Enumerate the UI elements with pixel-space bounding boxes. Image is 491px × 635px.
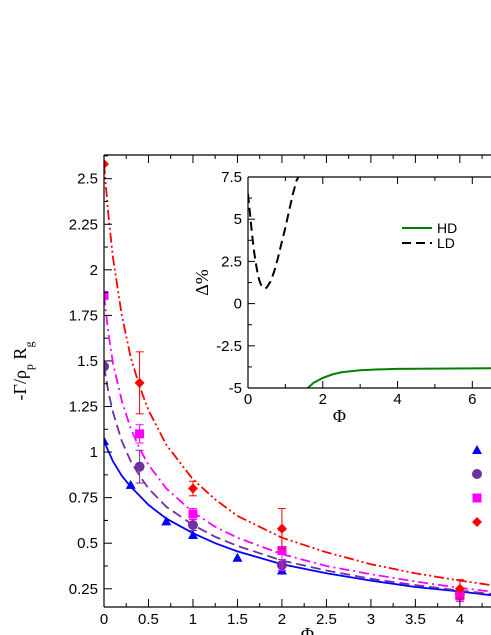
x-tick-label: 2.5 [316,611,337,628]
y-tick-label: 1.75 [69,307,98,324]
inset-line-LD [248,177,300,290]
data-point-diamond [454,583,465,594]
legend-marker-triangle [472,445,482,454]
x-tick-label: 3.5 [405,611,426,628]
series-diamond [104,159,491,599]
legend-marker-circle [472,469,482,479]
data-point-square [188,509,198,519]
legend-marker-diamond [472,517,482,527]
data-point-circle [187,519,198,530]
x-tick-label: 0 [100,611,108,628]
legend-label-LD: LD [437,235,455,251]
inset-y-tick-label: 0 [234,296,242,313]
x-axis-title: Φ [301,624,314,635]
y-tick-label: 2 [90,262,98,279]
series-triangle [104,436,491,599]
x-tick-label: 1.5 [227,611,248,628]
y-tick-label: 0.25 [69,581,98,598]
inset-y-tick-label: -2.5 [216,338,242,355]
inset-x-axis-title: Φ [333,406,346,426]
x-tick-label: 4 [456,611,464,628]
y-tick-label: 1.25 [69,399,98,416]
data-point-diamond [104,159,109,170]
inset-background [248,177,491,388]
series-circle [104,361,491,601]
legend-marker-square [472,493,482,503]
inset-x-tick-label: 2 [319,391,327,408]
inset-y-tick-label: -5 [229,380,242,397]
inset-line-HD [307,367,491,388]
legend-label-HD: HD [437,220,457,236]
y-tick-label: 2.25 [69,216,98,233]
fit-line-triangle [104,440,491,597]
inset-y-tick-label: 7.5 [221,169,242,186]
y-axis-title: -Γ/ρp Rg [10,342,36,401]
x-tick-label: 1 [189,611,197,628]
data-point-square [135,429,145,439]
y-tick-label: 2.5 [77,171,98,188]
x-tick-label: 0.5 [138,611,159,628]
inset-x-tick-label: 0 [244,391,252,408]
data-point-circle [134,461,145,472]
data-point-triangle [125,479,136,489]
fit-line-diamond [104,164,491,586]
inset-x-tick-label: 4 [393,391,401,408]
inset-y-tick-label: 5 [234,211,242,228]
inset-y-axis-title: Δ% [192,269,212,296]
x-tick-label: 3 [367,611,375,628]
y-tick-label: 0.5 [77,535,98,552]
inset-x-tick-label: 6 [468,391,476,408]
data-point-square [277,546,287,555]
data-point-diamond [187,483,198,494]
y-tick-label: 1.5 [77,353,98,370]
y-tick-label: 1 [90,444,98,461]
y-tick-label: 0.75 [69,490,98,507]
fit-line-circle [104,366,491,595]
data-point-diamond [134,377,145,388]
data-point-triangle [104,436,109,446]
data-point-circle [104,361,109,372]
data-point-triangle [187,530,198,540]
inset-y-tick-label: 2.5 [221,253,242,270]
main-plot: 0 0.5 1 1.5 2 2.5 3 3.5 4 0.25 0.5 0.75 1 1.25 1.5 1.75… [10,154,491,635]
x-tick-label: 2 [278,611,286,628]
data-point-square [104,290,109,300]
data-point-triangle [232,552,243,562]
legend-markers [472,445,482,527]
data-point-diamond [276,523,287,534]
data-point-triangle [161,516,172,526]
